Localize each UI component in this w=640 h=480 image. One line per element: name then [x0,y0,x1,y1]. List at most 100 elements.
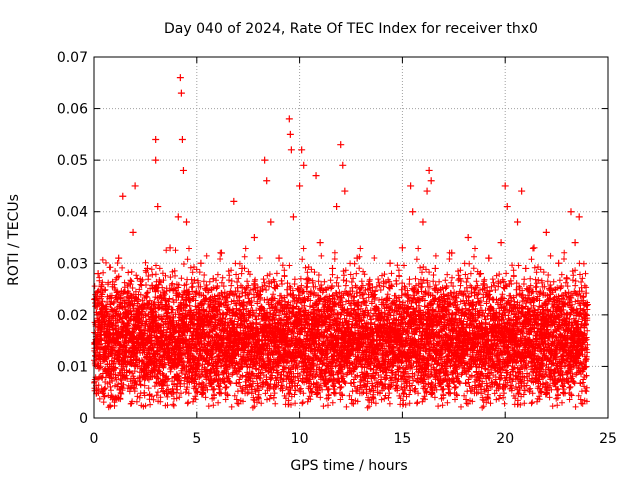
roti-point [152,136,160,144]
roti-point [501,182,509,190]
x-tick-label: 5 [192,431,201,447]
roti-point [444,357,452,365]
roti-point [497,239,505,247]
roti-point [98,321,106,329]
roti-point [275,254,283,262]
roti-point [259,285,267,293]
roti-point [174,213,182,221]
roti-point [154,203,162,211]
x-axis-label: GPS time / hours [290,458,407,474]
roti-point [131,182,139,190]
roti-point [94,270,102,278]
roti-point [158,301,166,309]
chart-title: Day 040 of 2024, Rate Of TEC Index for r… [164,21,538,37]
roti-point [448,249,456,257]
roti-point [115,254,123,262]
y-tick-label: 0.04 [57,205,88,221]
roti-series [92,74,591,396]
roti-point [250,234,258,241]
roti-point [143,264,151,272]
roti-point [353,254,361,262]
roti-point [386,259,394,267]
roti-point [242,373,250,381]
x-tick-label: 10 [291,431,309,447]
roti-point [575,213,583,221]
roti-point [514,218,522,226]
roti-point [183,218,191,226]
roti-point [111,337,119,345]
roti-point [152,156,160,164]
roti-point [357,316,365,324]
roti-point [409,208,417,216]
roti-point [526,337,534,345]
roti-point [197,259,205,267]
roti-point [509,321,517,329]
roti-point [349,347,357,355]
roti-point [102,368,110,376]
plot-frame [93,56,609,419]
roti-point [538,373,546,381]
roti-point [374,388,382,396]
y-tick-label: 0.02 [57,308,88,324]
roti-point [166,244,174,252]
y-axis-label: ROTI / TECUs [6,194,22,286]
roti-point [304,275,312,283]
roti-point [403,306,411,314]
y-tick-label: 0 [79,411,88,427]
x-tick-label: 15 [393,431,411,447]
roti-point [209,275,217,283]
roti-point [415,280,423,288]
roti-point [522,264,530,272]
roti-point [337,141,345,149]
roti-point [285,115,293,123]
roti-point [477,270,485,278]
y-tick-label: 0.06 [57,102,88,118]
roti-point [563,275,571,283]
roti-point [542,228,550,236]
roti-point [345,290,353,298]
roti-point [230,197,238,205]
roti-point [267,218,275,226]
roti-point [185,290,193,298]
roti-point [567,208,575,216]
roti-point [411,342,419,350]
roti-point [308,337,316,345]
roti-point [279,352,287,360]
roti-point [148,331,156,339]
roti-point [378,301,386,309]
roti-point [246,311,254,319]
roti-point [129,228,137,236]
roti-point [177,89,185,97]
roti-point [419,218,427,226]
roti-point [201,368,209,376]
roti-point [452,316,460,324]
y-tick-label: 0.07 [57,50,88,66]
roti-point [534,306,542,314]
roti-point [481,326,489,334]
roti-point [300,161,308,169]
roti-point [518,187,526,195]
roti-point [505,280,513,288]
roti-point [316,239,324,247]
roti-point [361,373,369,381]
roti-point [546,290,554,298]
roti-point [551,352,559,360]
roti-point [106,301,114,309]
roti-point [394,368,402,376]
roti-point [407,182,415,190]
roti-point [435,331,443,339]
roti-point [339,161,347,169]
roti-point [125,280,133,288]
roti-point [226,290,234,298]
roti-point [431,264,439,272]
roti-point [425,166,433,174]
roti-point [213,342,221,350]
roti-point [370,337,378,345]
roti-point [493,352,501,360]
roti-point [286,130,294,138]
roti-point [366,280,374,288]
roti-point [234,331,242,339]
roti-point [468,301,476,309]
roti-point [341,187,349,195]
roti-point [254,347,262,355]
